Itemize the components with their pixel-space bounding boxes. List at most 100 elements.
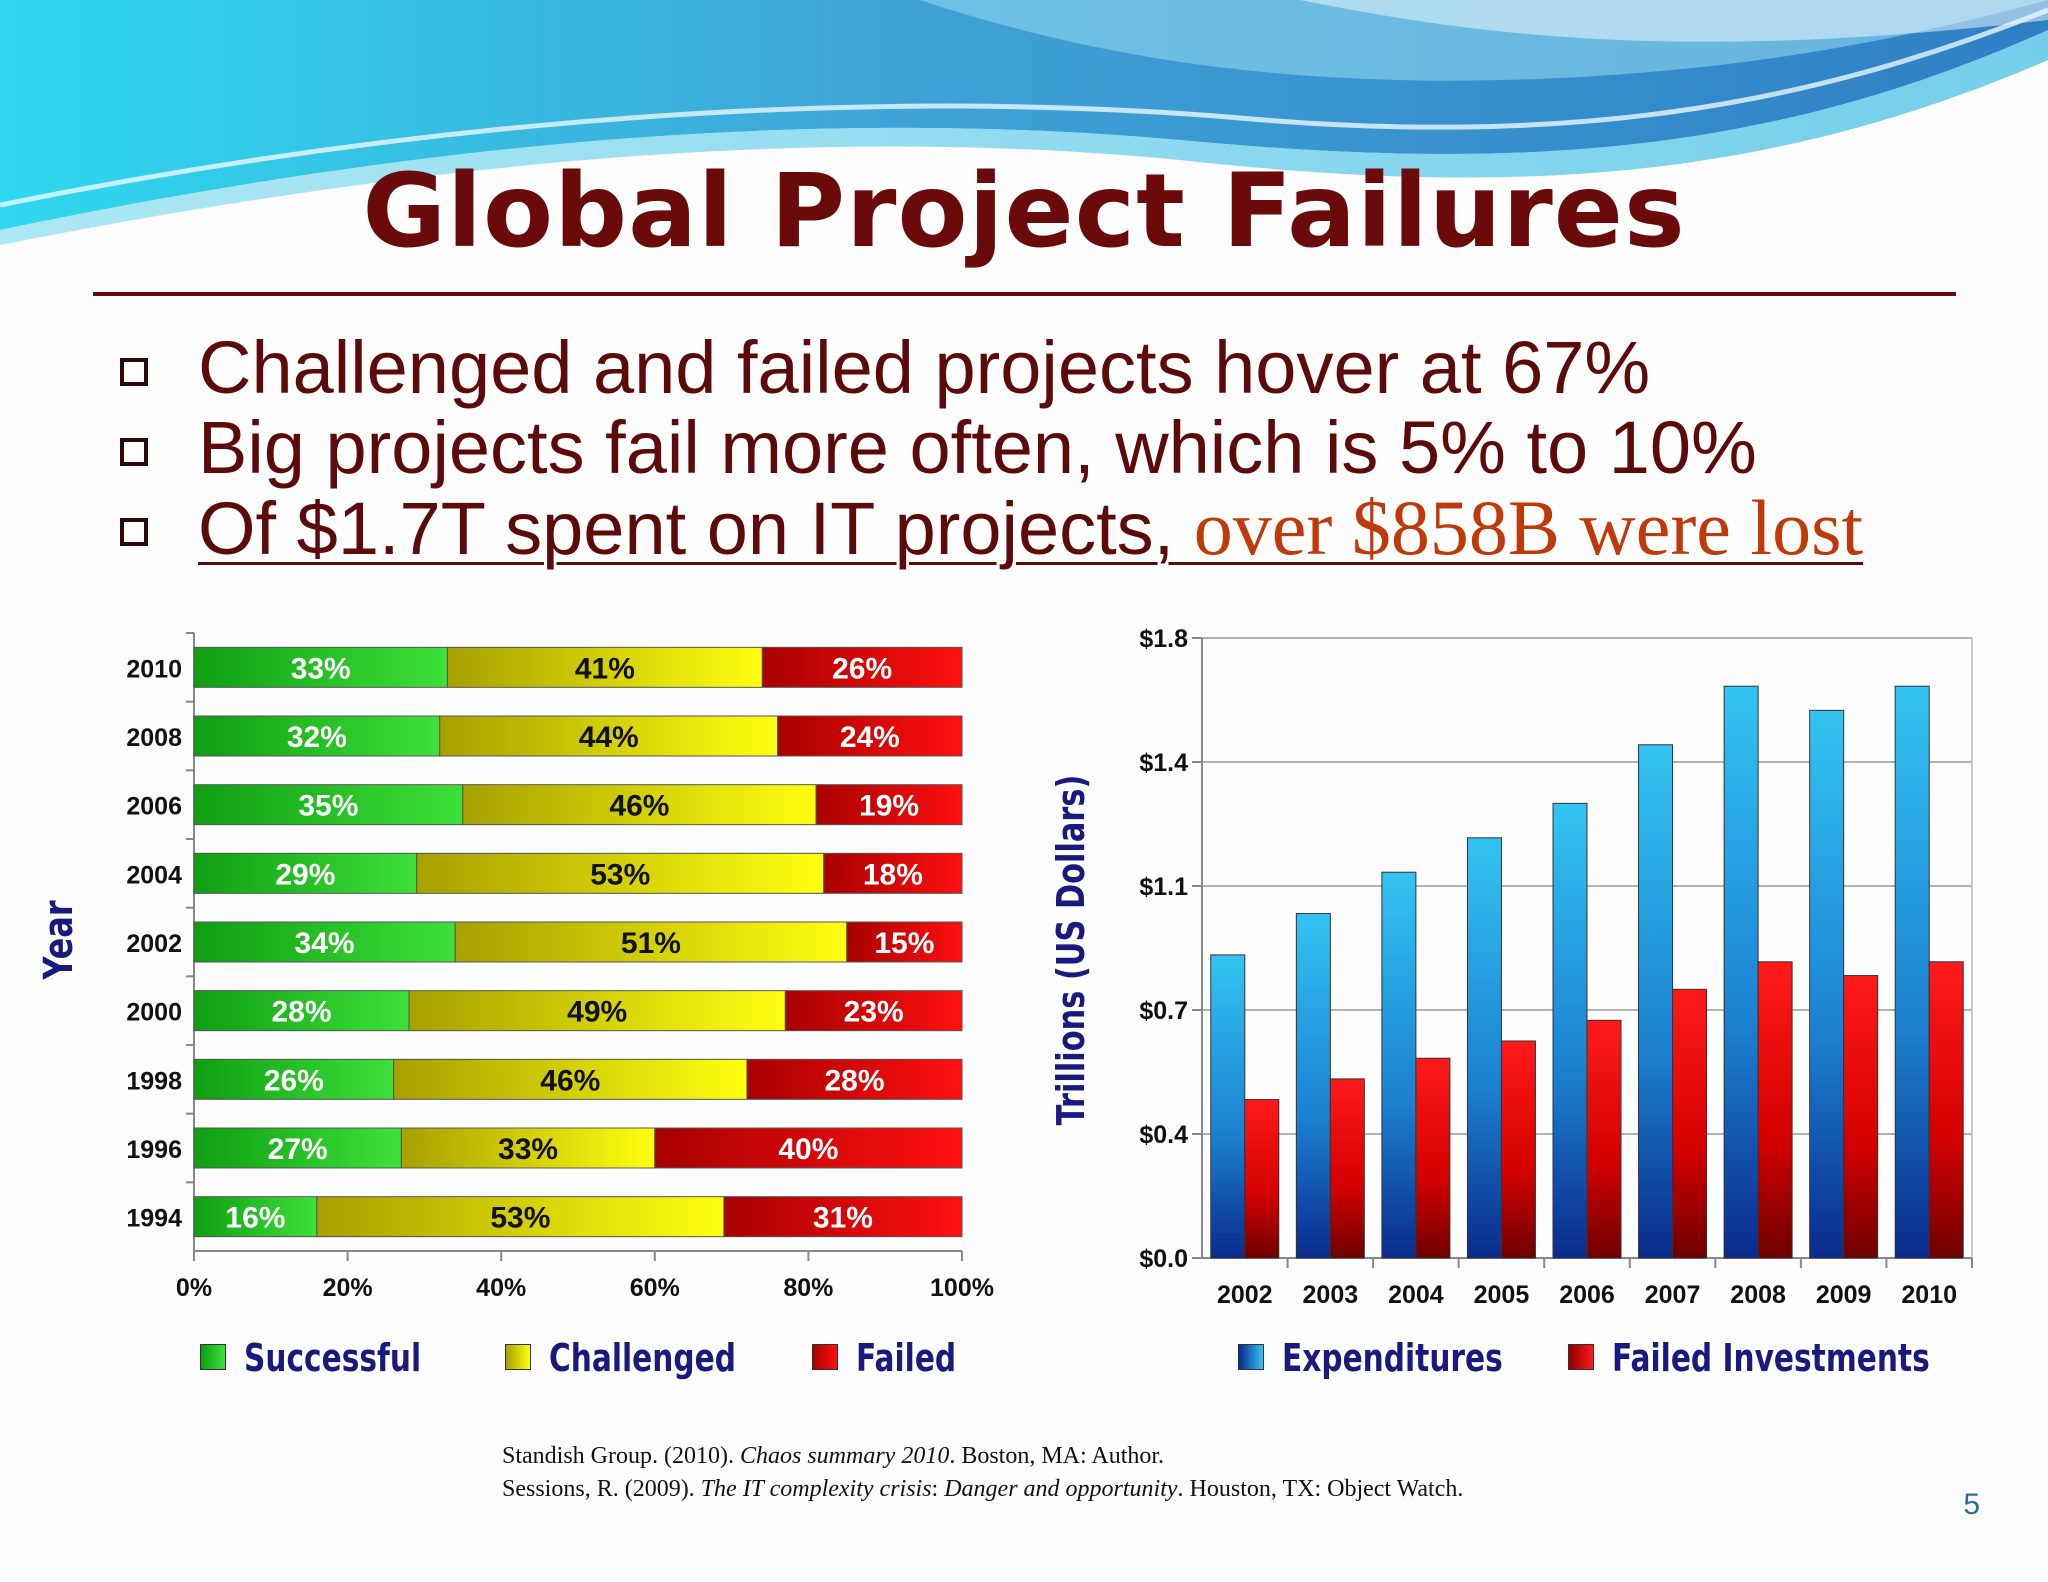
bar-failed-investments-2009: [1843, 975, 1879, 1259]
data-label-failed-2000: 23%: [844, 996, 904, 1029]
data-label-failed-2004: 18%: [863, 858, 923, 891]
bar-expenditures-2008: [1723, 685, 1759, 1259]
right-x-tick-label: 2009: [1816, 1281, 1872, 1309]
left-x-tick-label: 100%: [930, 1274, 994, 1302]
data-label-failed-1998: 28%: [824, 1064, 884, 1097]
left-y-tick-label: 2000: [126, 999, 182, 1027]
bar-challenged-2000: [408, 990, 786, 1032]
left-x-tick-label: 60%: [630, 1274, 680, 1302]
legend-swatch-failed-investments: [1568, 1344, 1594, 1370]
bar-expenditures-2002: [1210, 954, 1246, 1259]
right-x-tick-label: 2008: [1730, 1281, 1786, 1309]
data-label-challenged-1998: 46%: [540, 1064, 600, 1097]
data-label-failed-2008: 24%: [840, 721, 900, 754]
data-label-failed-2010: 26%: [832, 652, 892, 685]
data-label-challenged-2006: 46%: [609, 790, 669, 823]
bar-failed-1994: [723, 1196, 963, 1238]
bar-successful-2004: [193, 852, 418, 894]
data-label-successful-2004: 29%: [275, 858, 335, 891]
left-y-tick-label: 1994: [126, 1205, 182, 1233]
legend-label: Challenged: [549, 1336, 736, 1380]
data-label-failed-1994: 31%: [813, 1202, 873, 1235]
left-y-axis-label: Year: [40, 900, 82, 980]
bar-expenditures-2007: [1638, 744, 1674, 1259]
legend-swatch-expenditures: [1238, 1344, 1264, 1370]
bar-failed-1998: [746, 1058, 963, 1100]
bar-challenged-1994: [316, 1196, 725, 1238]
page-number: 5: [1963, 1488, 1980, 1521]
bar-failed-1996: [654, 1127, 963, 1169]
left-y-tick-label: 1998: [126, 1067, 182, 1095]
slide-title: Global Project Failures: [362, 152, 1686, 271]
bar-challenged-1998: [393, 1058, 748, 1100]
bar-failed-investments-2006: [1586, 1019, 1622, 1259]
data-label-challenged-2002: 51%: [621, 927, 681, 960]
reference-subtitle: Danger and opportunity: [944, 1476, 1178, 1502]
right-y-tick-label: $1.1: [1139, 873, 1188, 901]
bullet-text: Of $1.7T spent on IT projects, over $858…: [198, 488, 1863, 569]
reference-2: Sessions, R. (2009). The IT complexity c…: [502, 1473, 1463, 1506]
left-y-tick-label: 1996: [126, 1136, 182, 1164]
left-y-tick-label: 2008: [126, 724, 182, 752]
legend-swatch-failed: [812, 1344, 838, 1370]
bar-successful-2006: [193, 784, 464, 826]
bar-failed-2008: [777, 715, 963, 757]
data-label-challenged-2008: 44%: [579, 721, 639, 754]
header-wave-decoration: [0, 0, 2048, 245]
legend-swatch-successful: [200, 1344, 226, 1370]
spending-grouped-bar-chart: $0.0 $0.4 $0.7 $1.1 $1.4 $1.8 2002 2003 2004 2005…: [1050, 625, 1973, 1309]
data-label-successful-2000: 28%: [271, 996, 331, 1029]
left-y-tick-label: 2002: [126, 930, 182, 958]
legend-label: Expenditures: [1282, 1336, 1503, 1380]
bullet-1: Challenged and failed projects hover at …: [120, 328, 2000, 408]
bullet-text-main: Of $1.7T spent on IT projects,: [198, 487, 1175, 570]
data-label-failed-2006: 19%: [859, 790, 919, 823]
reference-text: Sessions, R. (2009).: [502, 1476, 701, 1502]
right-x-tick-label: 2003: [1303, 1281, 1359, 1309]
right-y-axis-label: Trillions (US Dollars): [1050, 775, 1094, 1126]
reference-title: Chaos summary 2010: [739, 1443, 950, 1469]
bullet-text-highlight: over $858B were lost: [1174, 484, 1864, 571]
bar-successful-2000: [193, 990, 410, 1032]
bar-successful-2008: [193, 715, 441, 757]
data-label-failed-1996: 40%: [778, 1133, 838, 1166]
bar-expenditures-2010: [1894, 685, 1930, 1259]
bar-failed-investments-2002: [1244, 1099, 1280, 1259]
bullet-text: Big projects fail more often, which is 5…: [198, 406, 1757, 489]
reference-text: :: [931, 1476, 945, 1502]
bar-challenged-1996: [400, 1127, 656, 1169]
right-x-tick-label: 2005: [1474, 1281, 1530, 1309]
bar-successful-2010: [193, 646, 448, 688]
bullet-square-icon: [120, 518, 148, 546]
right-y-tick-label: $0.0: [1139, 1245, 1188, 1273]
bullet-square-icon: [120, 358, 148, 386]
bar-failed-2000: [784, 990, 963, 1032]
data-label-challenged-2004: 53%: [590, 858, 650, 891]
legend-label: Failed: [856, 1336, 957, 1380]
bar-expenditures-2009: [1809, 709, 1845, 1259]
legend-swatch-challenged: [505, 1344, 531, 1370]
references: Standish Group. (2010). Chaos summary 20…: [502, 1440, 1463, 1506]
reference-text: Standish Group. (2010).: [502, 1443, 740, 1469]
data-label-successful-2010: 33%: [291, 652, 351, 685]
bar-failed-2002: [846, 921, 963, 963]
legend-label: Successful: [244, 1336, 422, 1380]
data-label-successful-1996: 27%: [268, 1133, 328, 1166]
reference-text: . Boston, MA: Author.: [949, 1443, 1165, 1469]
bar-failed-investments-2004: [1415, 1057, 1451, 1259]
right-x-tick-label: 2006: [1559, 1281, 1615, 1309]
bar-failed-investments-2008: [1757, 961, 1793, 1259]
left-legend: Successful Challenged Failed: [200, 1330, 980, 1390]
left-x-tick-label: 80%: [783, 1274, 833, 1302]
bullet-2: Big projects fail more often, which is 5…: [120, 408, 2000, 488]
left-y-tick-label: 2006: [126, 793, 182, 821]
bar-challenged-2008: [439, 715, 779, 757]
title-divider: [93, 292, 1956, 296]
right-x-tick-label: 2002: [1217, 1281, 1273, 1309]
data-label-successful-1994: 16%: [225, 1202, 285, 1235]
bar-expenditures-2005: [1466, 837, 1502, 1259]
bar-failed-investments-2005: [1500, 1040, 1536, 1259]
data-label-successful-2008: 32%: [287, 721, 347, 754]
bar-failed-investments-2007: [1672, 988, 1708, 1259]
